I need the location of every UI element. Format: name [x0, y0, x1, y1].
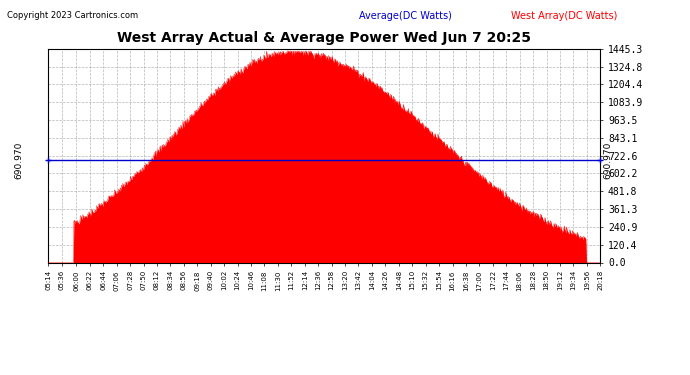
- Title: West Array Actual & Average Power Wed Jun 7 20:25: West Array Actual & Average Power Wed Ju…: [117, 31, 531, 45]
- Text: 690.970: 690.970: [14, 142, 23, 179]
- Text: Average(DC Watts): Average(DC Watts): [359, 11, 452, 21]
- Text: Copyright 2023 Cartronics.com: Copyright 2023 Cartronics.com: [7, 11, 138, 20]
- Text: 690.970: 690.970: [603, 142, 612, 179]
- Text: West Array(DC Watts): West Array(DC Watts): [511, 11, 617, 21]
